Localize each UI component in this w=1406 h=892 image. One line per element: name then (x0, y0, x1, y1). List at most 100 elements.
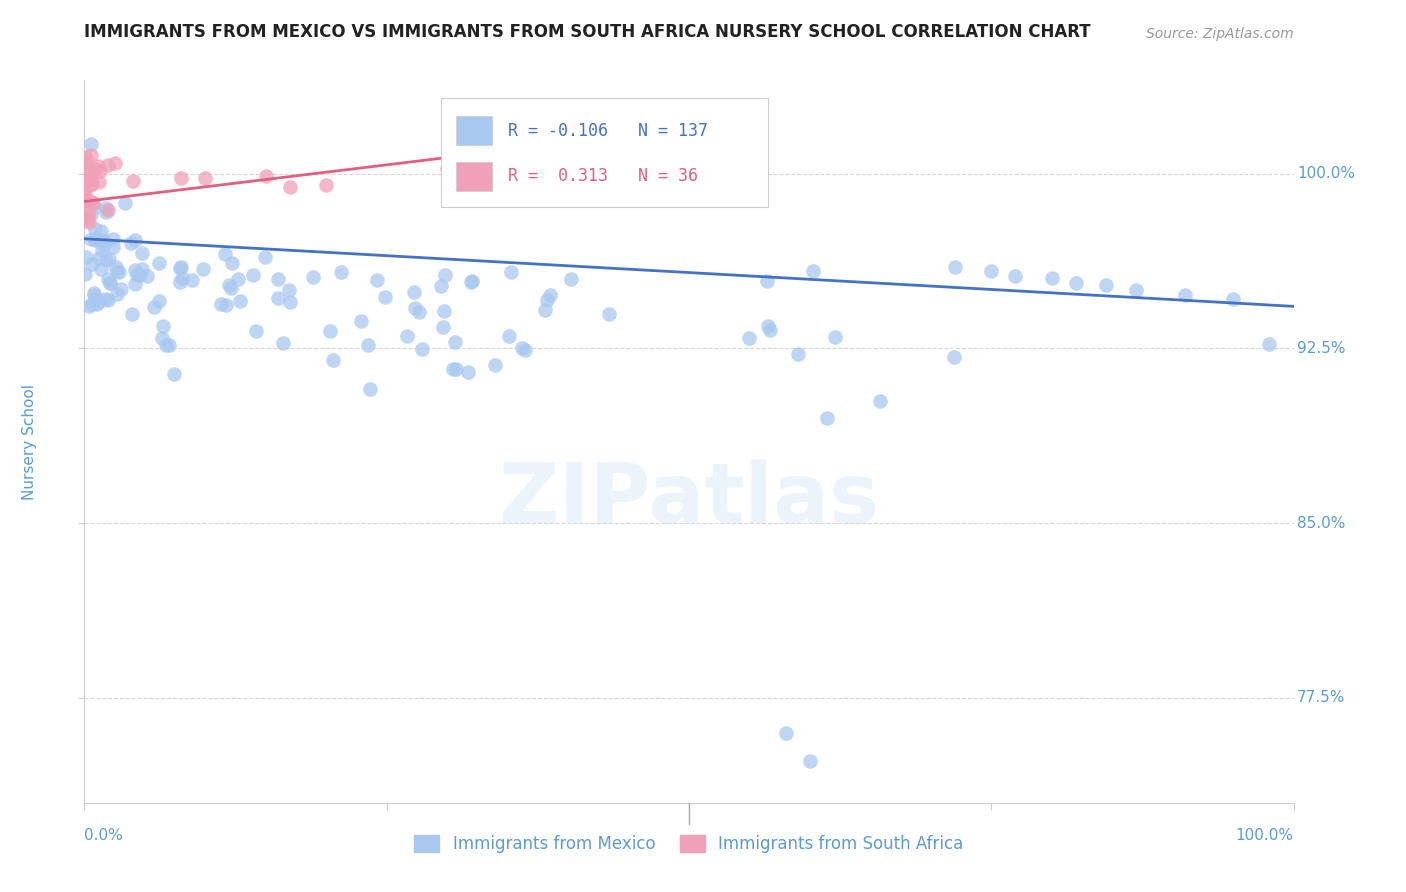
Point (73, 150, 96, 164)
Point (1064, 276, 1087, 290)
Point (484, 358, 506, 372)
Point (267, 272, 290, 286)
Point (1004, 268, 1026, 283)
Point (755, 274, 778, 288)
Point (94, 293, 117, 307)
Point (143, 300, 166, 314)
Point (87, 251, 110, 265)
Point (110, 283, 132, 297)
Point (108, 265, 131, 279)
Point (76, 213, 98, 227)
Point (80, 178, 103, 193)
Point (170, 171, 193, 186)
Text: R = -0.106   N = 137: R = -0.106 N = 137 (508, 122, 707, 140)
Point (96, 252, 118, 267)
Point (441, 361, 464, 376)
Point (271, 336, 294, 351)
Point (97, 157, 120, 171)
Point (121, 173, 143, 187)
Point (432, 303, 454, 318)
Point (124, 277, 146, 291)
Point (76, 153, 98, 168)
Point (114, 196, 136, 211)
Point (943, 350, 966, 364)
Point (76, 172, 98, 186)
Point (444, 361, 467, 376)
Point (815, 410, 838, 425)
Point (357, 338, 380, 352)
Point (496, 160, 519, 174)
Text: R =  0.313   N = 36: R = 0.313 N = 36 (508, 168, 697, 186)
Point (498, 329, 520, 343)
Point (103, 239, 125, 253)
Point (433, 268, 456, 282)
Point (80, 170, 103, 185)
Point (457, 366, 479, 380)
Point (80, 147, 103, 161)
Point (266, 291, 288, 305)
Text: IMMIGRANTS FROM MEXICO VS IMMIGRANTS FROM SOUTH AFRICA NURSERY SCHOOL CORRELATIO: IMMIGRANTS FROM MEXICO VS IMMIGRANTS FRO… (84, 22, 1091, 40)
Point (75, 187, 97, 202)
Point (131, 262, 153, 277)
Point (499, 265, 522, 279)
Point (598, 307, 620, 321)
Point (131, 246, 153, 260)
Point (77, 206, 100, 220)
Point (461, 274, 484, 288)
Point (83, 293, 105, 307)
Point (242, 268, 264, 282)
Point (97, 252, 120, 266)
Point (226, 272, 249, 286)
Bar (456, 162, 492, 191)
Point (218, 277, 240, 292)
Point (444, 335, 467, 350)
Point (124, 233, 146, 247)
Point (87, 159, 110, 173)
Point (869, 393, 891, 408)
Point (221, 255, 243, 269)
Point (396, 329, 419, 343)
Point (77, 299, 100, 313)
Point (191, 262, 214, 277)
Point (80, 195, 103, 210)
Point (152, 319, 174, 334)
Point (278, 180, 301, 194)
Point (83, 233, 105, 247)
Point (359, 382, 381, 396)
FancyBboxPatch shape (441, 98, 768, 207)
Bar (456, 117, 492, 145)
Point (214, 247, 236, 261)
Point (560, 272, 582, 286)
Point (194, 171, 217, 186)
Point (84, 222, 107, 236)
Point (90, 243, 112, 257)
Point (93, 238, 115, 252)
Point (163, 367, 186, 381)
Point (408, 305, 430, 319)
Point (315, 178, 337, 193)
Point (96, 293, 118, 307)
Point (534, 302, 557, 317)
Point (943, 260, 966, 274)
Text: ZIPatlas: ZIPatlas (499, 458, 879, 540)
Point (75, 193, 97, 207)
Point (79, 162, 101, 177)
Point (82, 257, 104, 271)
Point (799, 754, 821, 768)
Point (97, 202, 120, 217)
Point (150, 331, 173, 345)
Text: 92.5%: 92.5% (1298, 341, 1346, 356)
Point (219, 280, 242, 294)
Point (90, 261, 112, 276)
Point (89, 164, 111, 178)
Point (101, 232, 124, 246)
Point (155, 338, 177, 352)
Point (124, 263, 146, 277)
Point (536, 293, 558, 308)
Point (1174, 287, 1197, 301)
Point (80, 207, 103, 221)
Point (169, 261, 191, 276)
Point (75, 250, 97, 264)
Point (121, 307, 143, 321)
Point (209, 297, 232, 311)
